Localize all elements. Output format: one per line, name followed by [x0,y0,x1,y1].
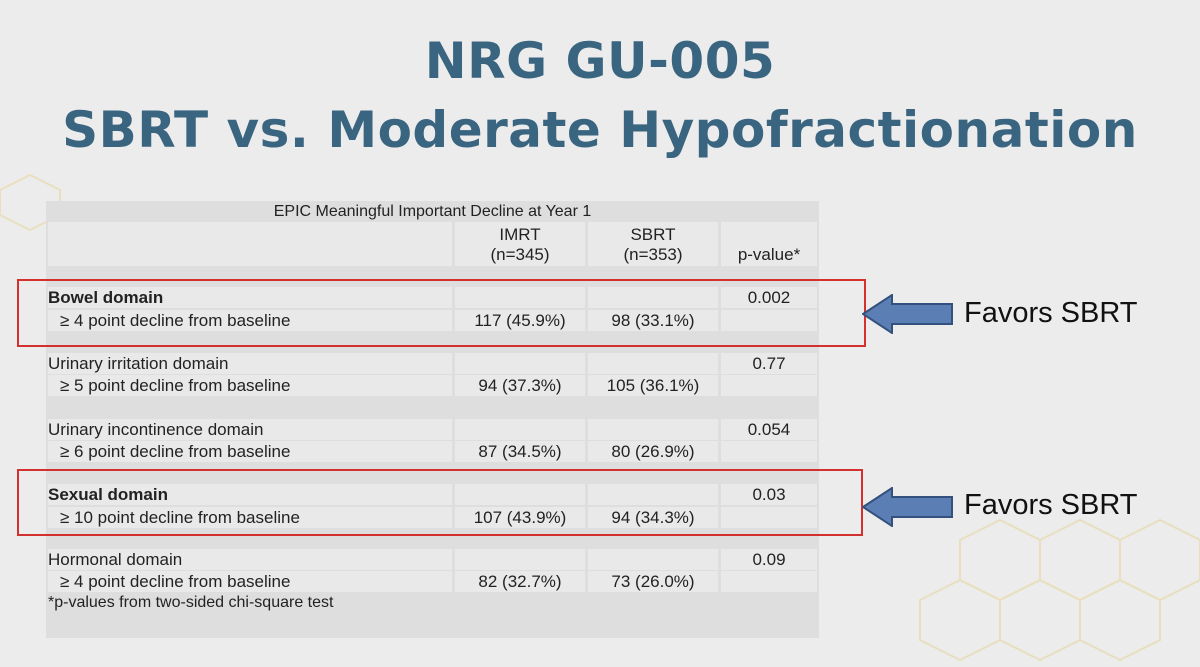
imrt-n: (n=345) [490,245,550,264]
imrt-value-sexual: 107 (43.9%) [455,507,585,528]
row-domain-sexual: Sexual domain [48,484,452,505]
row-domain-bowel: Bowel domain [48,287,452,308]
sbrt-label: SBRT [630,225,676,244]
sexual-highlight-box [17,469,863,536]
criterion-urinary-incontinence: ≥ 6 point decline from baseline [48,441,452,462]
column-header-imrt: IMRT (n=345) [455,222,585,266]
filler-cell [455,549,585,570]
criterion-hormonal: ≥ 4 point decline from baseline [48,571,452,592]
column-header-sbrt: SBRT (n=353) [588,222,718,266]
filler-cell [588,353,718,374]
filler-cell [588,287,718,308]
filler-cell [721,507,817,528]
criterion-sexual: ≥ 10 point decline from baseline [48,507,452,528]
sbrt-value-urinary-incontinence: 80 (26.9%) [588,441,718,462]
sbrt-value-hormonal: 73 (26.0%) [588,571,718,592]
left-arrow-icon [862,487,953,527]
criterion-bowel: ≥ 4 point decline from baseline [48,310,452,331]
row-domain-urinary-incontinence: Urinary incontinence domain [48,419,452,440]
sbrt-value-sexual: 94 (34.3%) [588,507,718,528]
imrt-value-urinary-incontinence: 87 (34.5%) [455,441,585,462]
row-domain-hormonal: Hormonal domain [48,549,452,570]
filler-cell [455,287,585,308]
pvalue-urinary-incontinence: 0.054 [721,419,817,440]
filler-cell [455,353,585,374]
pvalue-urinary-irritation: 0.77 [721,353,817,374]
filler-cell [721,310,817,331]
sbrt-value-urinary-irritation: 105 (36.1%) [588,375,718,396]
imrt-value-hormonal: 82 (32.7%) [455,571,585,592]
favors-sbrt-label-sexual: Favors SBRT [964,489,1138,521]
slide-title: NRG GU-005 [424,32,776,90]
imrt-value-bowel: 117 (45.9%) [455,310,585,331]
header-blank-cell [48,222,452,266]
pvalue-sexual: 0.03 [721,484,817,505]
row-domain-urinary-irritation: Urinary irritation domain [48,353,452,374]
criterion-urinary-irritation: ≥ 5 point decline from baseline [48,375,452,396]
favors-sbrt-label-bowel: Favors SBRT [964,297,1138,329]
filler-cell [588,419,718,440]
table-caption: EPIC Meaningful Important Decline at Yea… [273,203,592,220]
filler-cell [455,484,585,505]
pvalue-bowel: 0.002 [721,287,817,308]
filler-cell [588,484,718,505]
filler-cell [455,419,585,440]
imrt-value-urinary-irritation: 94 (37.3%) [455,375,585,396]
filler-cell [721,375,817,396]
filler-cell [721,441,817,462]
filler-cell [588,549,718,570]
sbrt-n: (n=353) [623,245,683,264]
sbrt-value-bowel: 98 (33.1%) [588,310,718,331]
column-header-pvalue: p-value* [721,222,817,266]
pvalue-hormonal: 0.09 [721,549,817,570]
filler-cell [721,571,817,592]
imrt-label: IMRT [499,225,541,244]
table-footnote: *p-values from two-sided chi-square test [48,594,334,611]
bowel-highlight-box [17,279,866,347]
slide-subtitle: SBRT vs. Moderate Hypofractionation [62,101,1138,159]
left-arrow-icon [862,294,953,334]
